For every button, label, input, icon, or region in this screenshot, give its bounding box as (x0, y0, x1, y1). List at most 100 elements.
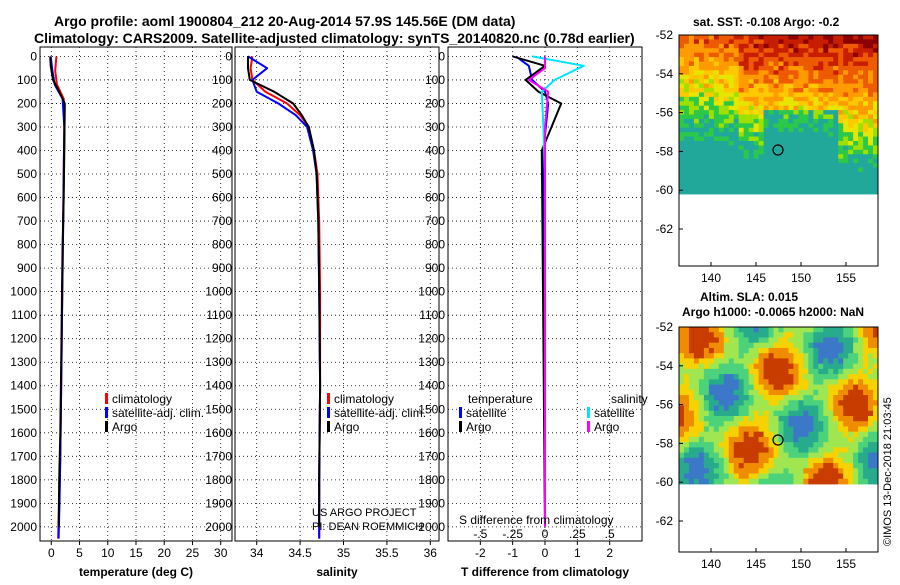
map-cell (723, 353, 730, 359)
map-cell (723, 442, 730, 448)
map-cell (733, 39, 740, 45)
map-cell (773, 88, 779, 93)
map-cell (693, 158, 700, 164)
map-cell (818, 189, 824, 195)
map-frame (678, 34, 879, 267)
map-cell (683, 92, 690, 98)
map-cell (793, 136, 799, 142)
map-cell (778, 110, 784, 115)
map-cell (738, 110, 745, 115)
map-cell (773, 39, 779, 45)
map-cell (679, 415, 685, 422)
map-cell (853, 167, 859, 173)
map-cell (863, 436, 869, 443)
map-cell (803, 57, 809, 62)
map-cell (679, 452, 685, 459)
map-cell (743, 163, 750, 168)
map-cell (863, 123, 869, 129)
map-cell (843, 473, 849, 480)
map-cell (763, 48, 769, 54)
map-cell (738, 405, 745, 412)
map-cell (733, 400, 740, 406)
map-cell (763, 463, 769, 469)
map-cell (679, 332, 685, 338)
map-cell (738, 70, 745, 76)
map-cell (863, 154, 869, 160)
map-cell (843, 478, 849, 485)
map-cell (683, 457, 690, 464)
map-cell (793, 105, 799, 111)
map-cell (723, 426, 730, 433)
map-cell (853, 410, 859, 417)
map-cell (718, 171, 725, 177)
map-cell (788, 163, 794, 168)
map-cell (758, 57, 764, 62)
map-cell (718, 395, 725, 401)
map-cell (723, 363, 730, 370)
map-cell (748, 110, 755, 115)
map-cell (688, 110, 695, 115)
depth-tick-label: 1200 (418, 332, 445, 346)
map-cell (748, 389, 755, 396)
map-cell (703, 158, 710, 164)
map-cell (833, 127, 839, 133)
map-cell (868, 167, 874, 173)
map-cell (763, 405, 769, 412)
map-cell (803, 436, 809, 443)
map-cell (818, 136, 824, 142)
map-cell (853, 96, 859, 102)
watermark: ©IMOS 13-Dec-2018 21:03:45 (882, 397, 894, 546)
map-cell (843, 83, 849, 89)
map-cell (773, 463, 779, 469)
map-cell (723, 358, 730, 365)
map-cell (688, 347, 695, 354)
map-cell (778, 421, 784, 427)
map-cell (818, 101, 824, 107)
map-cell (733, 57, 740, 62)
map-cell (803, 171, 809, 177)
map-cell (858, 127, 864, 133)
map-cell (679, 154, 685, 160)
map-cell (808, 447, 814, 453)
map-cell (768, 74, 774, 80)
map-cell (808, 185, 814, 190)
map-cell (783, 132, 789, 137)
map-cell (728, 400, 735, 406)
map-cell (853, 457, 859, 464)
map-cell (738, 83, 745, 89)
map-cell (718, 405, 725, 412)
map-cell (808, 61, 814, 67)
map-cell (683, 463, 690, 469)
map-cell (763, 384, 769, 391)
map-cell (753, 167, 760, 173)
map-cell (833, 61, 839, 67)
map-cell (863, 61, 869, 67)
map-cell (823, 410, 829, 417)
map-cell (793, 337, 799, 344)
map-cell (763, 327, 769, 333)
map-cell (803, 176, 809, 182)
map-cell (773, 389, 779, 396)
map-cell (723, 48, 730, 54)
map-cell (788, 405, 794, 412)
map-cell (693, 61, 700, 67)
map-cell (748, 395, 755, 401)
map-cell (798, 171, 804, 177)
map-cell (773, 473, 779, 480)
map-cell (798, 185, 804, 190)
map-cell (803, 447, 809, 453)
map-cell (778, 436, 784, 443)
map-cell (753, 101, 760, 107)
map-cell (758, 395, 764, 401)
map-cell (758, 457, 764, 464)
map-cell (758, 39, 764, 45)
map-cell (833, 368, 839, 375)
map-cell (753, 363, 760, 370)
map-cell (808, 154, 814, 160)
map-cell (688, 478, 695, 485)
map-cell (773, 185, 779, 190)
map-cell (748, 127, 755, 133)
map-cell (738, 163, 745, 168)
map-cell (763, 337, 769, 344)
map-cell (793, 463, 799, 469)
